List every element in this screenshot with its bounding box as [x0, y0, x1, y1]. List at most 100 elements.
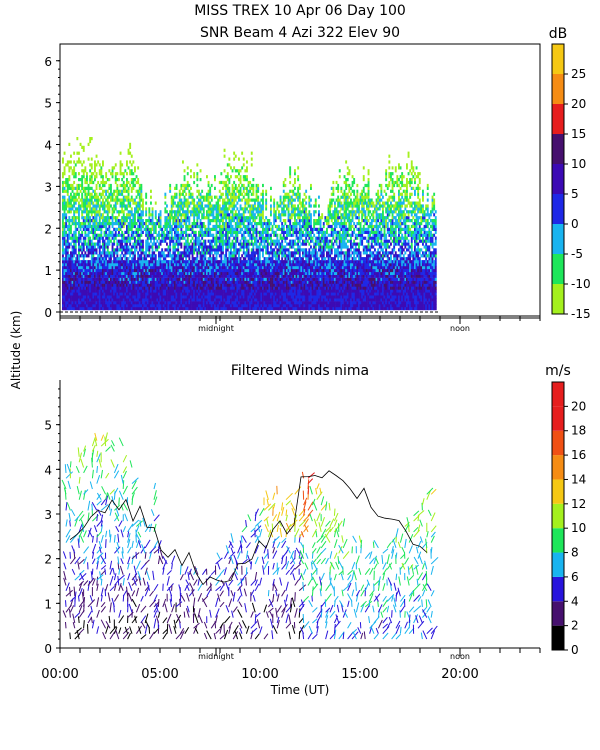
snr-cell [220, 236, 223, 240]
snr-cell [122, 189, 125, 193]
snr-cell [134, 219, 136, 223]
snr-cell [126, 257, 128, 261]
snr-cell [63, 265, 66, 270]
snr-cell [167, 289, 170, 293]
snr-cell [170, 224, 173, 229]
snr-cell [137, 180, 140, 185]
snr-cell [76, 280, 79, 284]
snr-cell [250, 263, 253, 267]
snr-cell [92, 295, 95, 299]
snr-cell [164, 195, 167, 199]
snr-cell [78, 216, 80, 220]
snr-cell [103, 233, 106, 237]
snr-cell [63, 230, 66, 234]
snr-cell [233, 227, 236, 231]
snr-cell [249, 227, 252, 231]
snr-cell [183, 260, 186, 264]
snr-cell [110, 307, 112, 311]
snr-cell [98, 216, 101, 220]
snr-cell [89, 224, 92, 229]
snr-cell [223, 301, 226, 305]
snr-cell [162, 280, 165, 284]
snr-cell [116, 239, 119, 243]
snr-cell [241, 265, 244, 270]
snr-cell [262, 195, 264, 199]
snr-cell [262, 189, 264, 193]
snr-cell [239, 224, 242, 229]
snr-cell [230, 268, 232, 273]
snr-cell [185, 263, 188, 267]
snr-cell [260, 301, 263, 305]
snr-cell [228, 204, 231, 208]
snr-cell [260, 304, 263, 308]
snr-cell [217, 277, 220, 281]
snr-cell [212, 239, 215, 243]
snr-cell [241, 260, 244, 264]
snr-cell [266, 263, 269, 267]
snr-cell [102, 189, 104, 193]
snr-cell [108, 224, 111, 229]
snr-cell [121, 189, 124, 193]
snr-cell [223, 198, 226, 202]
snr-cell [62, 219, 64, 223]
snr-cell [124, 236, 127, 240]
snr-cell [153, 271, 156, 275]
snr-cell [134, 248, 136, 252]
snr-cell [113, 263, 116, 267]
snr-cell [204, 248, 207, 252]
snr-cell [63, 286, 66, 290]
snr-cell [257, 298, 260, 302]
snr-cell [110, 301, 112, 305]
snr-cell [239, 265, 242, 270]
snr-cell [202, 307, 205, 311]
snr-cell [126, 160, 128, 164]
snr-cell [278, 213, 280, 217]
snr-cell [153, 236, 156, 240]
snr-cell [116, 277, 119, 281]
snr-cell [81, 175, 84, 179]
snr-cell [254, 257, 256, 261]
snr-cell [276, 239, 279, 243]
snr-cell [177, 219, 180, 223]
snr-cell [98, 289, 101, 293]
snr-cell [111, 304, 114, 308]
snr-cell [159, 219, 162, 223]
snr-cell [225, 301, 228, 305]
snr-cell [274, 295, 277, 299]
snr-cell [105, 274, 108, 278]
snr-cell [66, 160, 69, 164]
snr-cell [193, 268, 196, 273]
snr-cell [164, 254, 167, 258]
snr-cell [231, 277, 234, 281]
snr-cell [103, 263, 106, 267]
snr-cell [159, 257, 162, 261]
snr-cell [138, 192, 141, 196]
snr-cell [63, 239, 66, 243]
snr-cell [254, 304, 256, 308]
snr-cell [86, 265, 88, 270]
snr-cell [78, 195, 80, 199]
snr-cell [262, 304, 264, 308]
snr-cell [167, 236, 170, 240]
snr-cell [167, 307, 170, 311]
snr-cell [196, 172, 199, 176]
snr-cell [79, 280, 82, 284]
snr-cell [146, 260, 149, 264]
snr-cell [276, 307, 279, 311]
snr-cell [274, 280, 277, 284]
snr-cell [246, 186, 248, 190]
snr-cell [81, 292, 84, 296]
snr-cell [276, 236, 279, 240]
snr-cell [242, 157, 245, 161]
snr-cell [82, 280, 85, 284]
snr-cell [70, 210, 72, 214]
snr-cell [279, 248, 282, 252]
snr-cell [63, 251, 66, 255]
snr-cell [158, 233, 160, 237]
snr-cell [182, 263, 184, 267]
snr-cell [249, 254, 252, 258]
snr-cell [204, 286, 207, 290]
snr-cell [265, 271, 268, 275]
snr-cell [95, 210, 98, 214]
snr-cell [150, 239, 152, 243]
